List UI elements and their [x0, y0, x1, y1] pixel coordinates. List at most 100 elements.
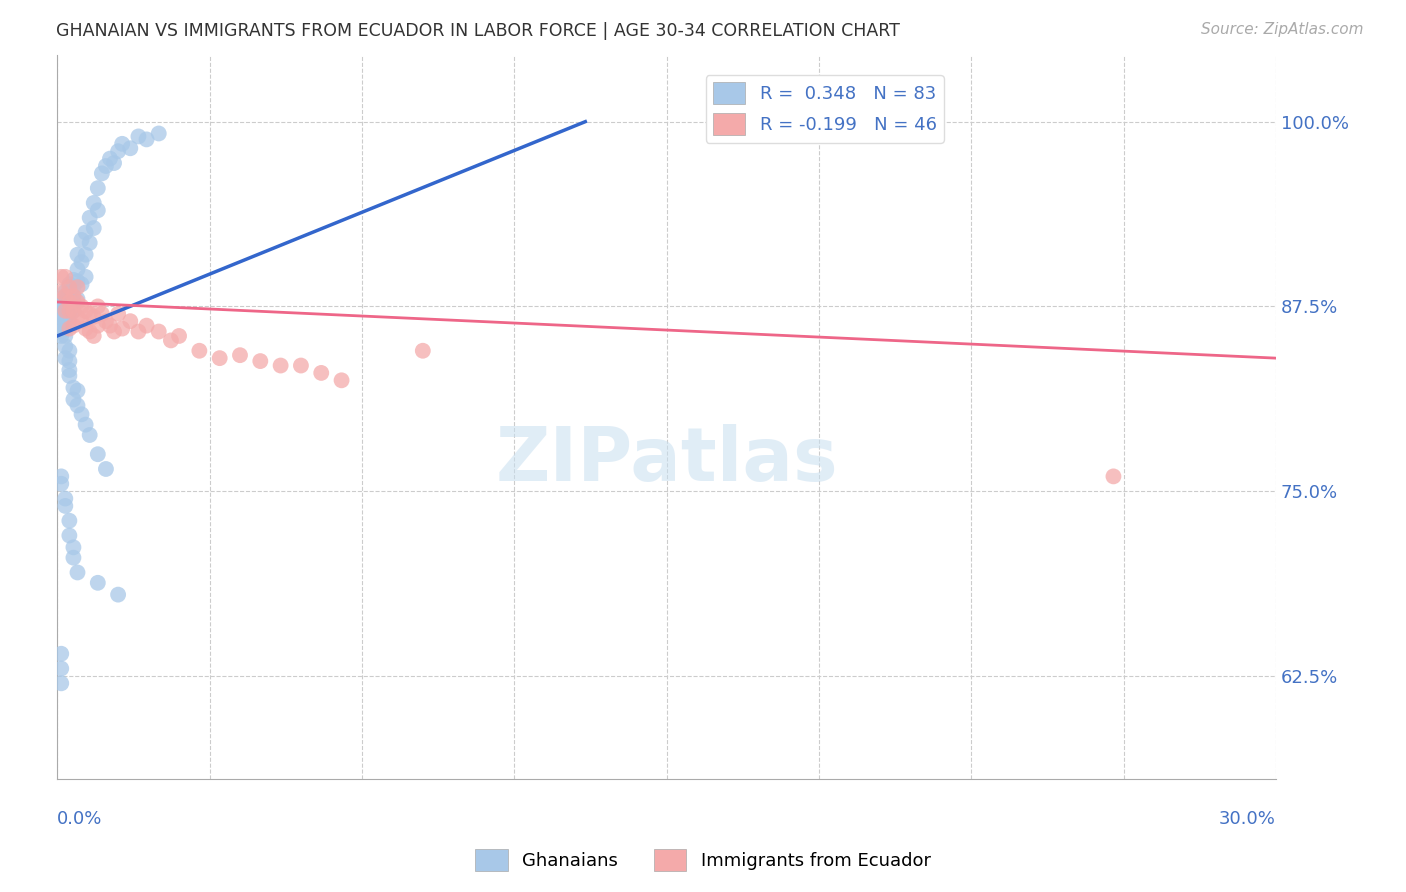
Point	[66, 566, 89, 580]
Point	[111, 136, 134, 151]
Point	[58, 321, 80, 335]
Point	[51, 476, 73, 491]
Point	[208, 351, 231, 366]
Point	[107, 307, 129, 321]
Point	[53, 285, 76, 299]
Point	[58, 285, 80, 299]
Point	[70, 314, 93, 328]
Point	[70, 277, 93, 292]
Point	[53, 351, 76, 366]
Point	[51, 321, 73, 335]
Point	[75, 417, 97, 432]
Point	[66, 295, 89, 310]
Point	[66, 280, 89, 294]
Point	[51, 329, 73, 343]
Point	[53, 289, 76, 303]
Point	[53, 303, 76, 318]
Point	[58, 307, 80, 321]
Legend: Ghanaians, Immigrants from Ecuador: Ghanaians, Immigrants from Ecuador	[468, 842, 938, 879]
Point	[135, 132, 157, 146]
Point	[98, 318, 121, 333]
Point	[412, 343, 434, 358]
Point	[270, 359, 292, 373]
Point	[51, 310, 73, 324]
Point	[75, 303, 97, 318]
Point	[51, 269, 73, 284]
Point	[51, 314, 73, 328]
Point	[51, 469, 73, 483]
Point	[53, 289, 76, 303]
Text: ZIPatlas: ZIPatlas	[495, 425, 838, 497]
Point	[58, 363, 80, 377]
Point	[66, 262, 89, 277]
Point	[53, 499, 76, 513]
Point	[66, 292, 89, 306]
Point	[87, 575, 110, 590]
Point	[62, 392, 84, 407]
Point	[103, 325, 125, 339]
Point	[79, 428, 101, 442]
Point	[83, 221, 105, 235]
Point	[167, 329, 190, 343]
Point	[62, 289, 84, 303]
Point	[148, 127, 170, 141]
Point	[79, 307, 101, 321]
Point	[58, 295, 80, 310]
Point	[58, 314, 80, 328]
Point	[58, 354, 80, 368]
Point	[83, 196, 105, 211]
Text: 30.0%: 30.0%	[1219, 810, 1277, 828]
Point	[53, 300, 76, 314]
Point	[83, 310, 105, 324]
Point	[58, 277, 80, 292]
Point	[120, 314, 142, 328]
Point	[1102, 469, 1125, 483]
Point	[87, 300, 110, 314]
Point	[58, 300, 80, 314]
Point	[87, 447, 110, 461]
Point	[58, 303, 80, 318]
Point	[53, 303, 76, 318]
Legend: R =  0.348   N = 83, R = -0.199   N = 46: R = 0.348 N = 83, R = -0.199 N = 46	[706, 75, 943, 143]
Point	[66, 274, 89, 288]
Point	[290, 359, 312, 373]
Point	[90, 307, 112, 321]
Point	[70, 255, 93, 269]
Point	[83, 329, 105, 343]
Point	[58, 289, 80, 303]
Text: Source: ZipAtlas.com: Source: ZipAtlas.com	[1201, 22, 1364, 37]
Point	[90, 166, 112, 180]
Point	[94, 159, 117, 173]
Point	[87, 181, 110, 195]
Point	[53, 269, 76, 284]
Point	[70, 233, 93, 247]
Point	[107, 588, 129, 602]
Point	[58, 514, 80, 528]
Point	[87, 318, 110, 333]
Point	[127, 129, 149, 144]
Point	[75, 248, 97, 262]
Point	[66, 310, 89, 324]
Point	[62, 289, 84, 303]
Point	[51, 325, 73, 339]
Point	[309, 366, 332, 380]
Point	[87, 203, 110, 218]
Point	[51, 661, 73, 675]
Point	[53, 321, 76, 335]
Point	[127, 325, 149, 339]
Point	[70, 407, 93, 421]
Point	[53, 314, 76, 328]
Point	[62, 280, 84, 294]
Point	[51, 300, 73, 314]
Point	[51, 676, 73, 690]
Point	[98, 152, 121, 166]
Point	[53, 295, 76, 310]
Point	[53, 339, 76, 353]
Text: GHANAIAN VS IMMIGRANTS FROM ECUADOR IN LABOR FORCE | AGE 30-34 CORRELATION CHART: GHANAIAN VS IMMIGRANTS FROM ECUADOR IN L…	[56, 22, 900, 40]
Point	[62, 541, 84, 555]
Point	[62, 303, 84, 318]
Point	[107, 145, 129, 159]
Point	[111, 321, 134, 335]
Point	[58, 528, 80, 542]
Point	[62, 295, 84, 310]
